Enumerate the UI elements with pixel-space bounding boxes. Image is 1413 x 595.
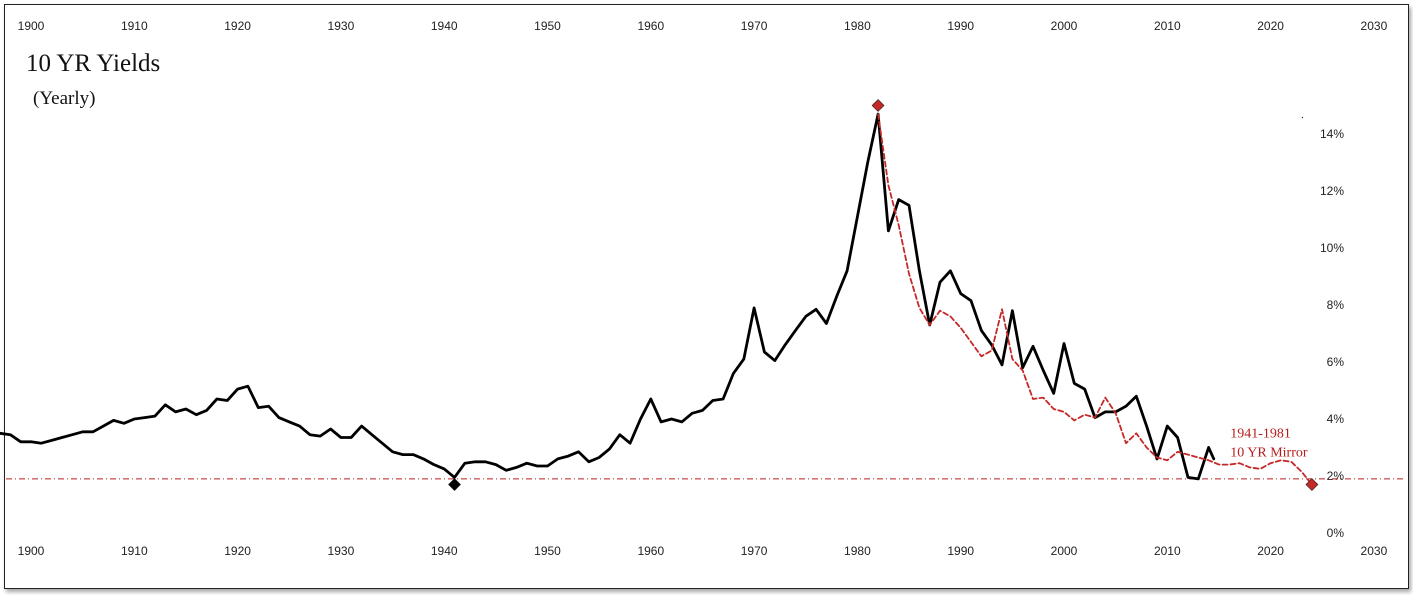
- diamond-marker-2: [1305, 478, 1319, 491]
- x-tick-bottom-1940: 1940: [431, 544, 458, 558]
- y-tick-4: 4%: [1327, 412, 1345, 426]
- x-tick-top-2010: 2010: [1154, 19, 1181, 33]
- x-tick-top-1950: 1950: [534, 19, 561, 33]
- x-tick-bottom-1970: 1970: [741, 544, 768, 558]
- x-tick-bottom-1930: 1930: [328, 544, 355, 558]
- annotation-line-1: 1941-1981: [1230, 427, 1291, 442]
- x-tick-top-2020: 2020: [1257, 19, 1284, 33]
- y-tick-12: 12%: [1320, 184, 1344, 198]
- x-tick-top-2030: 2030: [1361, 19, 1388, 33]
- x-tick-bottom-2000: 2000: [1051, 544, 1078, 558]
- x-tick-bottom-1960: 1960: [637, 544, 664, 558]
- series-line-mirror: [877, 113, 1313, 486]
- diamond-marker-1: [871, 99, 885, 112]
- x-axis-bottom: 1900 1910 1920 1930 1940 1950 1960 1970 1980 1990…: [18, 544, 1388, 558]
- x-tick-top-1940: 1940: [431, 19, 458, 33]
- y-axis-right: 0% 2% 4% 6% 8% 10% 12% 14%: [1301, 116, 1345, 540]
- chart-frame: [4, 4, 1409, 589]
- x-tick-bottom-2020: 2020: [1257, 544, 1284, 558]
- x-tick-top-1920: 1920: [224, 19, 251, 33]
- y-tick-8: 8%: [1327, 298, 1345, 312]
- series-line-yields: [0, 112, 1216, 481]
- x-tick-top-1910: 1910: [121, 19, 148, 33]
- x-tick-top-1900: 1900: [18, 19, 45, 33]
- marker-layer: [448, 99, 1319, 491]
- y-tick-6: 6%: [1327, 355, 1345, 369]
- x-tick-top-1990: 1990: [947, 19, 974, 33]
- x-tick-bottom-1950: 1950: [534, 544, 561, 558]
- x-tick-bottom-2030: 2030: [1361, 544, 1388, 558]
- x-tick-bottom-2010: 2010: [1154, 544, 1181, 558]
- x-tick-top-1930: 1930: [328, 19, 355, 33]
- x-tick-bottom-1980: 1980: [844, 544, 871, 558]
- chart-subtitle: (Yearly): [33, 88, 96, 109]
- series-layer: [0, 112, 1313, 486]
- annotation-line-2: 10 YR Mirror: [1230, 446, 1308, 461]
- x-tick-top-1970: 1970: [741, 19, 768, 33]
- x-tick-bottom-1990: 1990: [947, 544, 974, 558]
- x-tick-top-1960: 1960: [637, 19, 664, 33]
- corner-mark: [1301, 116, 1304, 119]
- diamond-marker-0: [448, 478, 461, 491]
- x-tick-bottom-1910: 1910: [121, 544, 148, 558]
- x-tick-top-1980: 1980: [844, 19, 871, 33]
- x-tick-bottom-1900: 1900: [18, 544, 45, 558]
- y-tick-0: 0%: [1327, 526, 1345, 540]
- x-tick-top-2000: 2000: [1051, 19, 1078, 33]
- chart-title: 10 YR Yields: [26, 50, 161, 77]
- x-tick-bottom-1920: 1920: [224, 544, 251, 558]
- y-tick-10: 10%: [1320, 241, 1344, 255]
- y-tick-2: 2%: [1327, 469, 1345, 483]
- x-axis-top: 1900 1910 1920 1930 1940 1950 1960 1970 1980 1990…: [18, 19, 1388, 33]
- y-tick-14: 14%: [1320, 127, 1344, 141]
